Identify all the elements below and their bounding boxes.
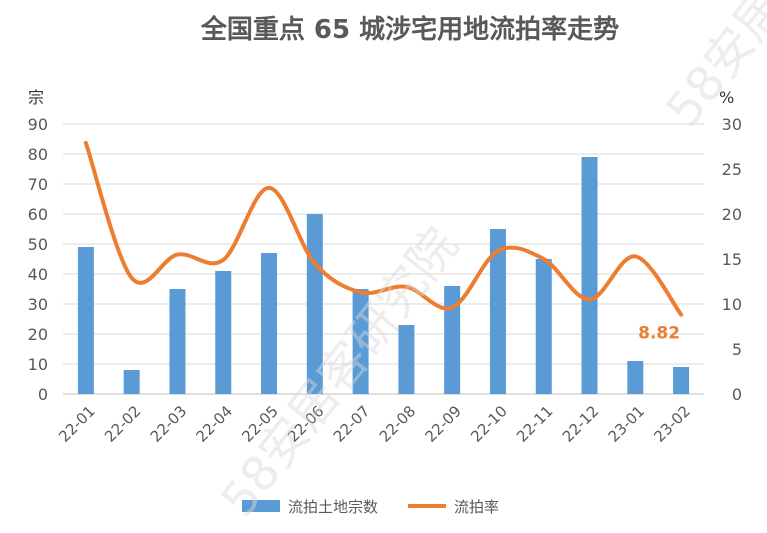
x-tick-label: 23-01 — [605, 402, 649, 446]
legend-bar-label: 流拍土地宗数 — [288, 498, 378, 516]
x-tick-label: 22-01 — [55, 402, 99, 446]
bar-series — [77, 157, 690, 394]
x-tick-label: 22-04 — [193, 402, 237, 446]
watermark-secondary: 58安居 — [655, 0, 767, 137]
x-axis-ticks: 22-01 22-02 22-03 22-04 22-05 22-06 22-07 22-08… — [55, 402, 694, 446]
bar — [169, 289, 186, 394]
x-tick-label: 22-11 — [513, 402, 557, 446]
bar — [261, 253, 278, 394]
bar — [215, 271, 232, 394]
right-axis-ticks: 0 5 10 15 20 25 30 — [722, 115, 742, 404]
x-tick-label: 22-03 — [147, 402, 191, 446]
left-tick-label: 60 — [28, 205, 48, 224]
bar — [627, 361, 644, 394]
left-axis-ticks: 0 10 20 30 40 50 60 70 80 90 — [28, 115, 48, 404]
chart-title: 全国重点 65 城涉宅用地流拍率走势 — [200, 14, 619, 45]
legend: 流拍土地宗数 流拍率 — [242, 498, 499, 516]
bar — [77, 247, 94, 394]
bar — [398, 325, 415, 394]
bar — [581, 157, 598, 394]
right-axis-unit: % — [719, 88, 734, 107]
left-axis-unit: 宗 — [28, 88, 44, 107]
left-tick-label: 70 — [28, 175, 48, 194]
left-tick-label: 0 — [38, 385, 48, 404]
right-tick-label: 15 — [722, 250, 742, 269]
bar — [123, 370, 140, 394]
bar — [489, 229, 506, 394]
left-tick-label: 50 — [28, 235, 48, 254]
left-tick-label: 40 — [28, 265, 48, 284]
bar — [535, 259, 552, 394]
left-tick-label: 90 — [28, 115, 48, 134]
x-tick-label: 22-12 — [559, 402, 603, 446]
left-tick-label: 80 — [28, 145, 48, 164]
bar — [444, 286, 461, 394]
x-tick-label: 22-02 — [101, 402, 145, 446]
right-tick-label: 20 — [722, 205, 742, 224]
bar — [352, 289, 369, 394]
right-tick-label: 5 — [732, 340, 742, 359]
x-tick-label: 22-08 — [376, 402, 420, 446]
legend-bar-swatch — [242, 500, 280, 512]
x-tick-label: 23-02 — [650, 402, 694, 446]
left-tick-label: 30 — [28, 295, 48, 314]
last-value-label: 8.82 — [638, 324, 680, 344]
right-tick-label: 0 — [732, 385, 742, 404]
right-tick-label: 25 — [722, 160, 742, 179]
x-tick-label: 22-10 — [467, 402, 511, 446]
right-tick-label: 10 — [722, 295, 742, 314]
watermark-primary: 58安居客研究院 — [210, 218, 469, 528]
left-tick-label: 10 — [28, 355, 48, 374]
left-tick-label: 20 — [28, 325, 48, 344]
rate-line — [83, 140, 684, 317]
right-tick-label: 30 — [722, 115, 742, 134]
legend-line-label: 流拍率 — [454, 498, 499, 516]
bar — [673, 367, 690, 394]
x-tick-label: 22-09 — [421, 402, 465, 446]
